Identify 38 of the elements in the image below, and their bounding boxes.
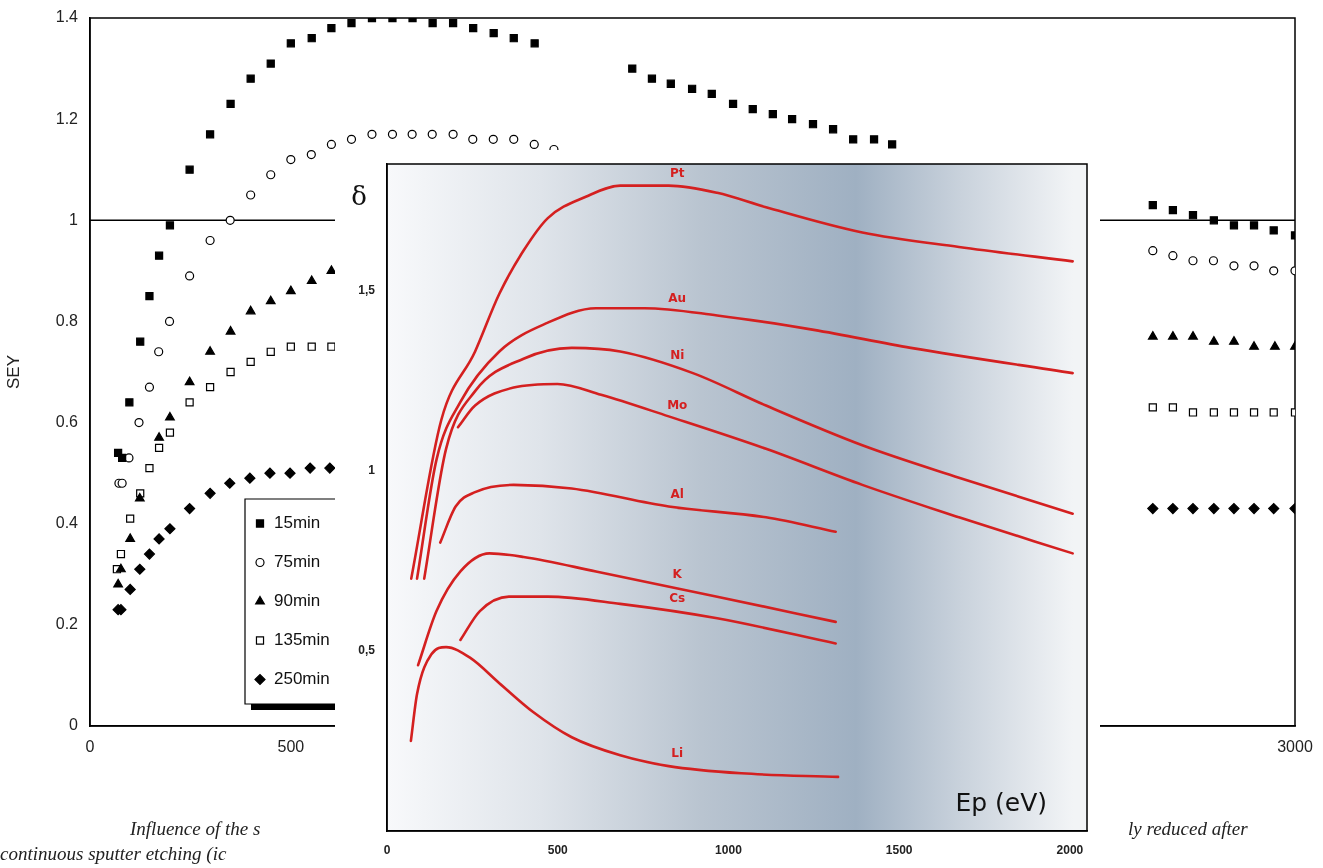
x-tick-label: 2000: [1056, 842, 1084, 857]
text: continuous sputter etching (ic: [0, 843, 227, 865]
y-tick-label: 0.6: [55, 412, 79, 430]
y-axis-title: δ: [351, 180, 367, 211]
legend-label: 90min: [274, 591, 321, 611]
legend-label: 135min: [274, 630, 330, 650]
x-tick-label: 0: [383, 842, 391, 857]
x-tick-label: 0: [85, 738, 95, 756]
y-tick-label: 0.4: [55, 514, 79, 532]
legend-label: 250min: [274, 669, 330, 689]
series-label: K: [672, 567, 683, 582]
text: Influence of the s: [130, 818, 261, 840]
y-tick-label: 0,5: [358, 643, 376, 658]
series-label: Mo: [667, 398, 688, 413]
series-label: Cs: [669, 591, 686, 606]
y-tick-label: 0.8: [55, 311, 79, 329]
x-tick-label: 3000: [1277, 738, 1313, 756]
y-axis-title: SEY: [3, 354, 23, 390]
legend-label: 75min: [274, 552, 321, 572]
y-tick-label: 0: [69, 716, 79, 734]
y-tick-label: 1,5: [358, 282, 376, 297]
y-tick-label: 0.2: [55, 615, 79, 633]
x-axis-title: Ep (eV): [955, 788, 1047, 817]
x-tick-label: 1000: [715, 842, 743, 857]
series-label: Au: [668, 290, 687, 305]
x-tick-label: 500: [547, 842, 569, 857]
series-label: Ni: [670, 347, 685, 362]
y-tick-label: 1.4: [55, 8, 79, 26]
series-label: Li: [671, 746, 684, 761]
series-label: Pt: [669, 166, 685, 181]
legend-label: 15min: [274, 513, 321, 533]
y-tick-label: 1.2: [55, 109, 79, 127]
x-tick-label: 1500: [885, 842, 913, 857]
y-tick-label: 1: [368, 462, 376, 477]
text: ly reduced after: [1128, 818, 1248, 840]
x-tick-label: 500: [277, 738, 305, 756]
series-label: Al: [670, 486, 684, 501]
y-tick-label: 1: [69, 210, 79, 228]
